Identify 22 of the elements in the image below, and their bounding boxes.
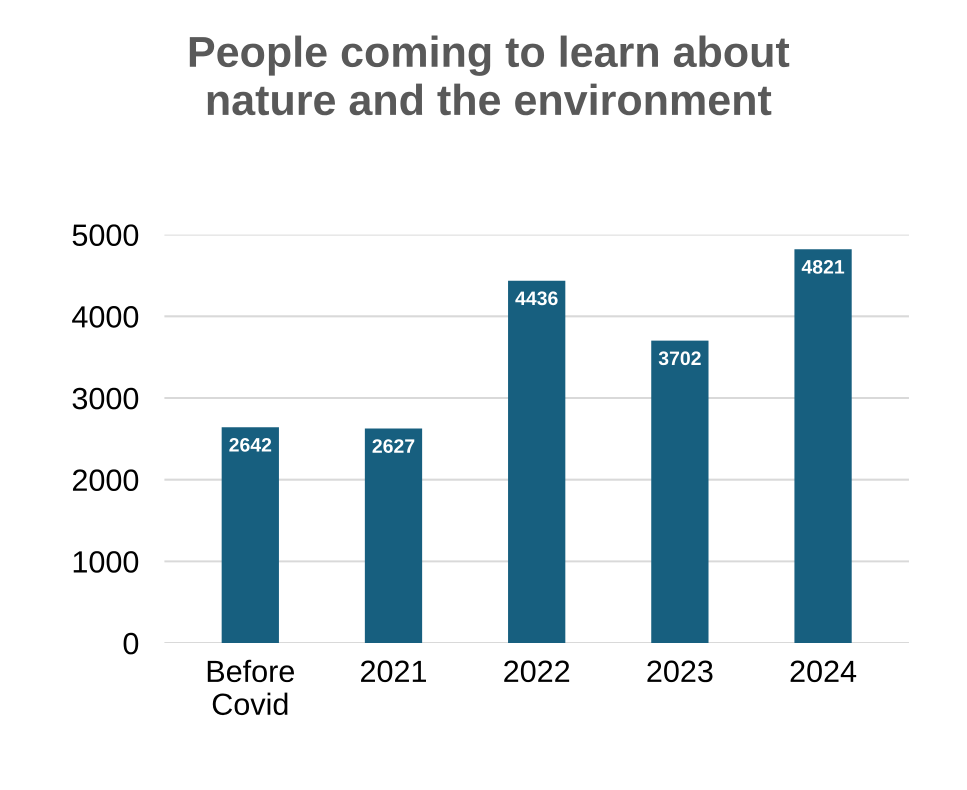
y-tick-label: 2000 xyxy=(72,469,138,492)
data-label: 3702 xyxy=(658,351,701,366)
x-tick-label: 2021 xyxy=(361,660,426,682)
y-tick-label: 5000 xyxy=(72,224,138,246)
y-tick-label: 0 xyxy=(124,632,138,654)
x-tick-label: 2023 xyxy=(647,660,713,682)
data-label: 2627 xyxy=(372,439,414,453)
bar xyxy=(364,428,422,644)
bar xyxy=(508,280,566,644)
chart-title: People coming to learn about nature and the environment xyxy=(190,36,790,116)
bar xyxy=(651,340,709,644)
data-label: 4821 xyxy=(802,260,844,274)
bar xyxy=(222,427,279,644)
data-label: 4436 xyxy=(515,291,558,306)
x-tick-label: 2024 xyxy=(790,660,856,682)
x-tick-label: 2022 xyxy=(504,660,570,682)
x-tick-label: Before Covid xyxy=(208,660,294,716)
bar xyxy=(794,249,852,644)
y-tick-label: 1000 xyxy=(74,551,138,573)
y-tick-label: 3000 xyxy=(72,388,138,410)
y-tick-label: 4000 xyxy=(72,306,138,328)
data-label: 2642 xyxy=(229,438,272,452)
